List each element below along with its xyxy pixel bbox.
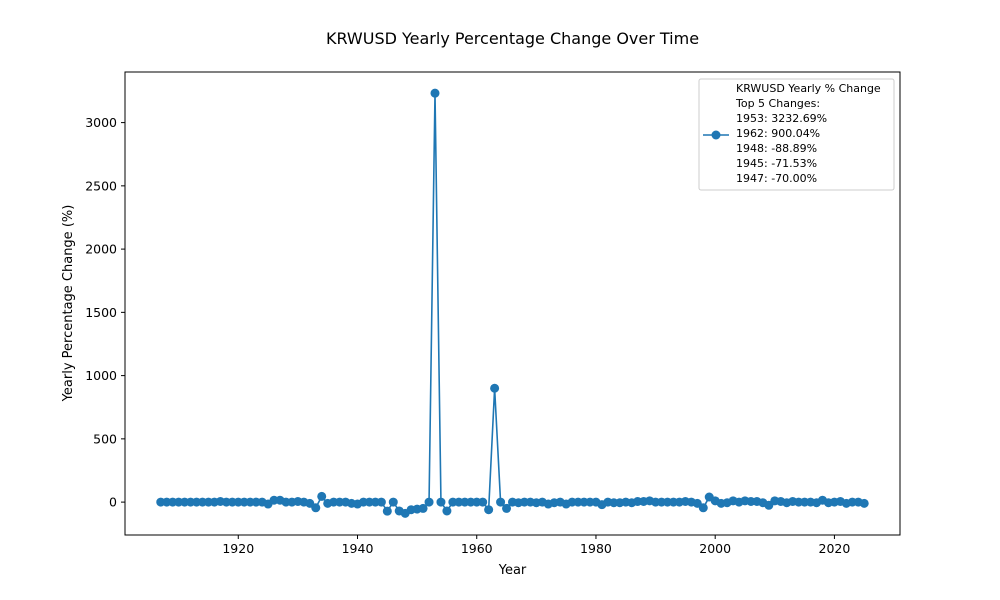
- legend-text-line: 1948: -88.89%: [736, 142, 817, 155]
- x-tick-label: 1940: [342, 541, 374, 556]
- legend-text-line: 1945: -71.53%: [736, 157, 817, 170]
- legend-text-line: 1962: 900.04%: [736, 127, 820, 140]
- data-point: [376, 497, 386, 507]
- data-point: [496, 497, 506, 507]
- x-axis-ticks: 1920 1940 1960 1980 2000 2020: [222, 535, 850, 556]
- legend-marker-swatch: [711, 130, 721, 140]
- data-point: [490, 383, 500, 393]
- data-point: [382, 506, 392, 516]
- y-tick-label: 500: [93, 431, 117, 446]
- data-point: [436, 497, 446, 507]
- y-tick-label: 2500: [85, 178, 117, 193]
- plot-frame: [124, 71, 901, 536]
- y-tick-label: 2000: [85, 242, 117, 257]
- data-point: [859, 498, 869, 508]
- x-tick-label: 1980: [580, 541, 612, 556]
- data-point: [388, 497, 398, 507]
- y-tick-label: 1000: [85, 368, 117, 383]
- data-point: [311, 503, 321, 513]
- data-point: [484, 505, 494, 515]
- x-axis-label: Year: [498, 563, 527, 578]
- data-point: [424, 497, 434, 507]
- plot-area: 1920 1940 1960 1980 2000 2020 0 500 1000 1500 200…: [85, 71, 901, 556]
- x-tick-label: 1960: [461, 541, 493, 556]
- data-point: [502, 503, 512, 513]
- legend-text-line: Top 5 Changes:: [735, 97, 820, 110]
- legend-box: [698, 78, 895, 191]
- series-layer: [156, 88, 869, 518]
- y-tick-label: 0: [109, 495, 117, 510]
- legend-text-line: KRWUSD Yearly % Change: [736, 82, 881, 95]
- legend-text-line: 1947: -70.00%: [736, 172, 817, 185]
- data-point: [442, 506, 452, 516]
- x-tick-label: 2000: [699, 541, 731, 556]
- chart-title: KRWUSD Yearly Percentage Change Over Tim…: [326, 29, 699, 48]
- legend-text-line: 1953: 3232.69%: [736, 112, 827, 125]
- y-axis-ticks: 0 500 1000 1500 2000 2500 3000: [85, 115, 125, 510]
- x-tick-label: 1920: [222, 541, 254, 556]
- y-tick-label: 3000: [85, 115, 117, 130]
- legend: KRWUSD Yearly % Change Top 5 Changes: 1953…: [698, 78, 895, 191]
- legend-text-lines: KRWUSD Yearly % Change Top 5 Changes: 1953…: [735, 82, 881, 185]
- data-point: [698, 503, 708, 513]
- data-point: [418, 503, 428, 513]
- y-tick-label: 1500: [85, 305, 117, 320]
- data-point: [478, 497, 488, 507]
- y-axis-label: Yearly Percentage Change (%): [61, 205, 76, 403]
- data-point: [317, 491, 327, 501]
- x-tick-label: 2020: [819, 541, 851, 556]
- data-point: [430, 88, 440, 98]
